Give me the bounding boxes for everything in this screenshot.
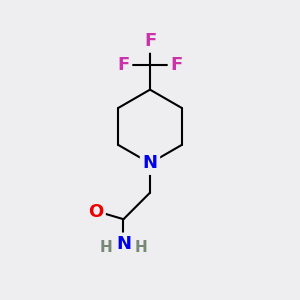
Text: H: H <box>135 240 148 255</box>
Text: N: N <box>116 235 131 253</box>
Text: N: N <box>142 154 158 172</box>
Text: O: O <box>88 203 103 221</box>
Text: H: H <box>100 240 112 255</box>
Text: F: F <box>170 56 183 74</box>
Text: F: F <box>144 32 156 50</box>
Text: F: F <box>117 56 130 74</box>
